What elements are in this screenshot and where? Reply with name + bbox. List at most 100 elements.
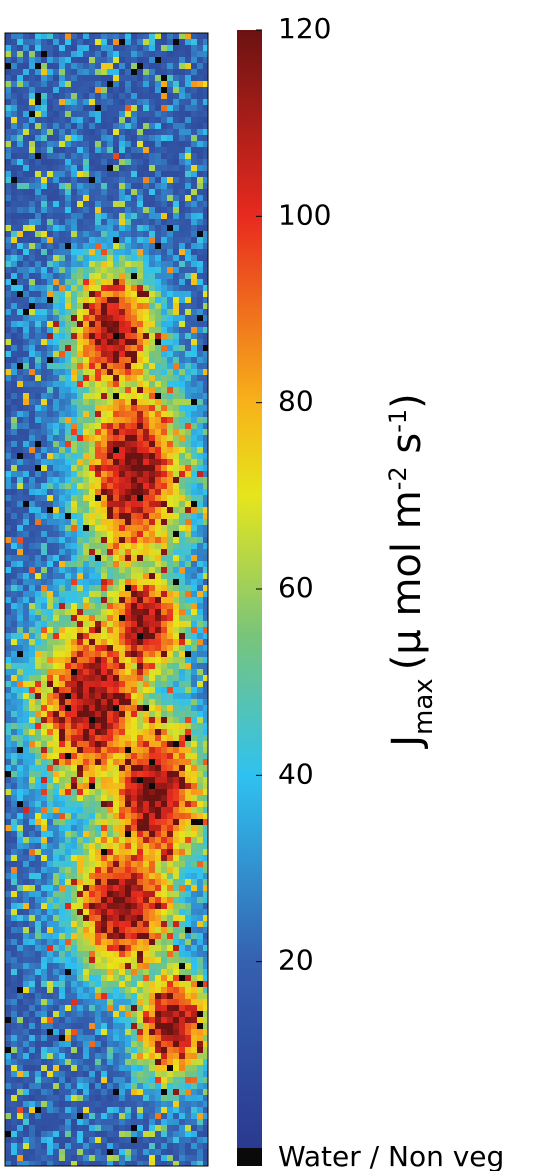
map-cell <box>191 243 197 249</box>
map-cell <box>77 897 83 903</box>
map-cell <box>41 45 47 51</box>
map-cell <box>191 171 197 177</box>
map-cell <box>155 243 161 249</box>
map-cell <box>41 249 47 255</box>
map-cell <box>167 867 173 873</box>
map-cell <box>41 507 47 513</box>
map-cell <box>83 555 89 561</box>
map-cell <box>47 855 53 861</box>
map-cell <box>71 225 77 231</box>
map-cell <box>137 723 143 729</box>
map-cell <box>65 177 71 183</box>
map-cell <box>95 723 101 729</box>
map-cell <box>71 657 77 663</box>
map-cell <box>17 255 23 261</box>
map-cell <box>191 843 197 849</box>
map-cell <box>95 699 101 705</box>
map-cell <box>53 327 59 333</box>
map-cell <box>125 663 131 669</box>
map-cell <box>107 615 113 621</box>
map-cell <box>179 99 185 105</box>
map-cell <box>125 903 131 909</box>
map-cell <box>131 261 137 267</box>
map-cell <box>113 69 119 75</box>
map-cell <box>35 801 41 807</box>
map-cell <box>167 819 173 825</box>
map-cell <box>23 165 29 171</box>
map-cell <box>143 207 149 213</box>
map-cell <box>29 867 35 873</box>
map-cell <box>11 195 17 201</box>
map-cell <box>35 285 41 291</box>
map-cell <box>5 69 11 75</box>
map-cell <box>89 717 95 723</box>
map-cell <box>89 819 95 825</box>
map-cell <box>95 471 101 477</box>
map-cell <box>41 627 47 633</box>
map-cell <box>11 879 17 885</box>
map-cell <box>35 573 41 579</box>
map-cell <box>53 213 59 219</box>
map-cell <box>125 615 131 621</box>
map-cell <box>47 765 53 771</box>
map-cell <box>119 609 125 615</box>
map-cell <box>137 609 143 615</box>
map-cell <box>5 81 11 87</box>
map-cell <box>71 795 77 801</box>
map-cell <box>161 453 167 459</box>
map-cell <box>41 609 47 615</box>
map-cell <box>179 777 185 783</box>
map-cell <box>179 303 185 309</box>
map-cell <box>95 81 101 87</box>
map-cell <box>95 309 101 315</box>
map-cell <box>5 543 11 549</box>
map-cell <box>197 639 203 645</box>
map-cell <box>71 213 77 219</box>
map-cell <box>53 435 59 441</box>
map-cell <box>11 561 17 567</box>
map-cell <box>125 201 131 207</box>
map-cell <box>65 573 71 579</box>
map-cell <box>95 105 101 111</box>
map-cell <box>143 855 149 861</box>
map-cell <box>101 567 107 573</box>
map-cell <box>5 405 11 411</box>
map-cell <box>23 339 29 345</box>
map-cell <box>41 603 47 609</box>
map-cell <box>197 69 203 75</box>
map-cell <box>131 165 137 171</box>
map-cell <box>107 663 113 669</box>
map-cell <box>101 687 107 693</box>
map-cell <box>77 819 83 825</box>
map-cell <box>191 273 197 279</box>
map-cell <box>107 99 113 105</box>
map-cell <box>149 105 155 111</box>
map-cell <box>119 159 125 165</box>
map-cell <box>173 705 179 711</box>
map-cell <box>119 63 125 69</box>
map-cell <box>167 741 173 747</box>
map-cell <box>113 801 119 807</box>
map-cell <box>65 183 71 189</box>
map-cell <box>131 243 137 249</box>
map-cell <box>29 93 35 99</box>
map-cell <box>113 141 119 147</box>
map-cell <box>179 519 185 525</box>
map-cell <box>119 687 125 693</box>
map-cell <box>53 195 59 201</box>
map-cell <box>59 177 65 183</box>
map-cell <box>11 171 17 177</box>
map-cell <box>65 153 71 159</box>
map-cell <box>149 243 155 249</box>
map-cell <box>65 555 71 561</box>
map-cell <box>71 705 77 711</box>
map-cell <box>107 771 113 777</box>
map-cell <box>41 807 47 813</box>
map-cell <box>29 165 35 171</box>
map-cell <box>89 489 95 495</box>
map-cell <box>35 867 41 873</box>
map-cell <box>137 651 143 657</box>
map-cell <box>47 759 53 765</box>
map-cell <box>41 483 47 489</box>
map-cell <box>179 579 185 585</box>
